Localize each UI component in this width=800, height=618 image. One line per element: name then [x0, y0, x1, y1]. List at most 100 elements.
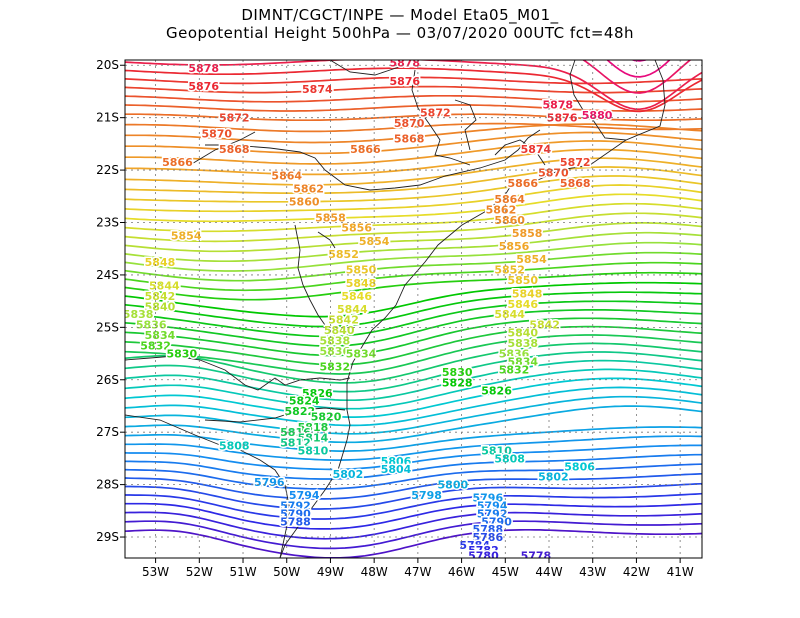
contour-label: 5864: [494, 193, 525, 206]
x-tick-label: 51W: [229, 565, 256, 579]
contour-label: 5836: [136, 319, 167, 332]
contour-label: 5848: [512, 287, 543, 300]
contour-line: [125, 359, 702, 402]
contour-label: 5832: [140, 340, 171, 353]
coastline-brazil: [279, 183, 513, 558]
contour-label: 5842: [145, 290, 176, 303]
state-border: [317, 231, 336, 249]
contour-label: 5822: [285, 405, 316, 418]
contour-label: 5804: [381, 463, 412, 476]
contour-line: [125, 528, 702, 558]
contour-label: 5836: [499, 348, 530, 361]
contour-line: [125, 231, 702, 263]
state-border: [411, 69, 471, 166]
contour-line: [125, 426, 702, 452]
contour-label: 5834: [507, 355, 538, 368]
y-tick-label: 25S: [96, 320, 119, 334]
contour-label: 5838: [507, 337, 538, 350]
contour-line: [125, 157, 702, 186]
contour-label: 5852: [494, 264, 525, 277]
contour-label: 5838: [320, 334, 351, 347]
state-border: [125, 414, 291, 558]
contour-label: 5802: [333, 468, 364, 481]
contour-line: [125, 472, 702, 500]
contour-label: 5790: [280, 507, 311, 520]
y-tick-label: 27S: [96, 425, 119, 439]
contour-line: [125, 123, 702, 144]
contour-label: 5794: [477, 500, 508, 513]
contour-label: 5826: [302, 387, 333, 400]
contour-label: 5800: [438, 479, 469, 492]
contour-label: 5868: [219, 143, 250, 156]
contour-label: 5876: [389, 75, 420, 88]
contour-label: 5844: [337, 303, 368, 316]
coastline: [125, 60, 666, 558]
contour-label: 5806: [381, 455, 412, 468]
contour-line: [125, 202, 702, 233]
contour-line: [630, 60, 648, 62]
contour-line: [125, 76, 702, 85]
contour-line: [125, 241, 702, 272]
contour-label: 5808: [494, 452, 525, 465]
coastline-brazil: [569, 60, 666, 141]
state-border: [329, 60, 406, 76]
contour-line: [125, 351, 702, 393]
contour-line: [125, 520, 702, 550]
contour-label: 5872: [560, 156, 591, 169]
chart-title-line-1: DIMNT/CGCT/INPE — Model Eta05_M01_: [241, 6, 559, 24]
contour-label: 5850: [346, 264, 377, 277]
contour-label: 5828: [442, 376, 473, 389]
contour-label: 5880: [582, 109, 613, 122]
contour-label: 5876: [188, 80, 219, 93]
y-tick-label: 28S: [96, 478, 119, 492]
contour-line: [125, 122, 702, 133]
contour-label: 5810: [298, 445, 329, 458]
contour-label: 5876: [547, 112, 578, 125]
contour-label: 5878: [389, 57, 420, 70]
contour-label: 5832: [499, 363, 530, 376]
contour-label: 5878: [542, 99, 573, 112]
contour-line: [581, 60, 692, 94]
contour-line: [125, 377, 702, 418]
state-border: [189, 131, 256, 166]
contour-label: 5788: [280, 515, 311, 528]
contour-label: 5786: [472, 531, 503, 544]
contour-line: [125, 140, 702, 165]
contour-label: 5838: [123, 308, 154, 321]
contour-label: 5874: [302, 83, 333, 96]
x-tick-label: 53W: [142, 565, 169, 579]
x-tick-label: 50W: [273, 565, 300, 579]
contour-line: [125, 148, 702, 176]
contour-label: 5806: [564, 460, 595, 473]
x-tick-label: 47W: [404, 565, 431, 579]
contour-line: [125, 60, 702, 111]
contour-line: [125, 492, 702, 520]
contour-line: [125, 405, 702, 444]
contour-label: 5816: [280, 426, 311, 439]
contour-label: 5858: [512, 227, 543, 240]
contour-label: 5842: [328, 313, 359, 326]
contour-line: [125, 463, 702, 490]
contour-label: 5810: [481, 445, 512, 458]
contour-label: 5852: [328, 248, 359, 261]
contour-line: [606, 60, 671, 78]
contour-label: 5854: [516, 253, 547, 266]
contour-label: 5826: [481, 384, 512, 397]
x-tick-label: 43W: [579, 565, 606, 579]
contour-line: [125, 368, 702, 410]
contour-label: 5798: [411, 489, 442, 502]
plot-frame: [124, 59, 703, 559]
contour-line: [125, 251, 702, 282]
contour-line: [125, 502, 702, 530]
contour-line: [125, 342, 702, 384]
contour-label: 5870: [201, 127, 232, 140]
contour-label: 5854: [171, 230, 202, 243]
contour-label: 5840: [507, 327, 538, 340]
contour-label: 5830: [442, 366, 473, 379]
x-tick-label: 45W: [492, 565, 519, 579]
contour-lines: [125, 60, 702, 558]
state-border: [454, 99, 477, 151]
contour-line: [125, 291, 702, 328]
contour-line: [125, 386, 702, 427]
contour-label: 5846: [507, 298, 538, 311]
